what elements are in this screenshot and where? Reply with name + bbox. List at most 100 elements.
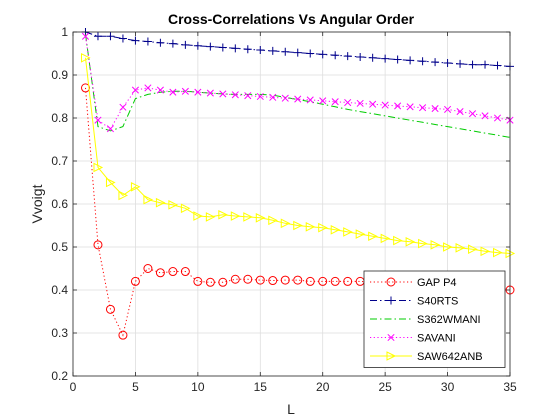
data-point (255, 275, 265, 285)
data-point (280, 218, 291, 229)
data-point (493, 114, 502, 122)
legend-entry: S40RTS (370, 296, 458, 308)
data-point (168, 267, 178, 277)
data-point (144, 84, 152, 92)
y-tick-label: 0.9 (51, 68, 68, 82)
data-point (468, 60, 477, 69)
data-point (380, 233, 391, 244)
series-group (80, 28, 516, 340)
data-point (180, 267, 190, 277)
data-point (419, 104, 427, 112)
data-point (381, 54, 390, 63)
data-point (468, 244, 478, 254)
data-point (194, 88, 202, 96)
data-point (119, 103, 127, 111)
data-point (180, 203, 191, 214)
data-point (243, 274, 253, 284)
data-point (430, 240, 441, 250)
x-tick-label: 20 (316, 380, 330, 394)
data-point (93, 240, 103, 250)
data-point (394, 102, 402, 110)
data-point (443, 58, 452, 67)
x-tick-label: 35 (503, 380, 517, 394)
data-point (118, 330, 128, 340)
legend-label: S362WMANI (417, 314, 481, 326)
data-point (293, 220, 303, 231)
data-point (281, 94, 289, 102)
data-point (481, 60, 490, 69)
data-point (418, 238, 428, 249)
data-point (80, 52, 91, 63)
data-point (281, 47, 290, 56)
data-point (118, 34, 127, 43)
data-point (306, 49, 315, 58)
data-point (330, 276, 340, 286)
data-point (318, 50, 327, 59)
data-point (168, 200, 179, 210)
data-point (293, 275, 303, 285)
data-point (456, 59, 465, 68)
data-point (256, 46, 265, 55)
data-point (269, 93, 277, 101)
data-point (243, 45, 252, 54)
data-point (456, 107, 464, 116)
data-point (130, 181, 141, 192)
data-point (381, 101, 389, 109)
chart-title: Cross-Correlations Vs Angular Order (168, 11, 415, 27)
legend-entry: GAP P4 (370, 277, 457, 289)
data-point (356, 99, 364, 107)
data-point (480, 246, 491, 257)
data-point (343, 227, 353, 237)
data-point (130, 276, 140, 286)
data-point (243, 212, 253, 222)
legend: GAP P4 S40RTS S362WMANI SAVANI SAW642ANB (363, 270, 506, 368)
y-tick-label: 0.3 (51, 326, 68, 340)
data-point (318, 222, 328, 233)
x-tick-label: 0 (70, 380, 77, 394)
x-tick-label: 5 (132, 380, 139, 394)
data-point (219, 90, 227, 98)
data-point (355, 229, 366, 239)
data-point (393, 55, 402, 64)
legend-marker (386, 351, 397, 361)
data-point (406, 103, 414, 111)
data-point (356, 52, 365, 61)
data-point (106, 32, 115, 41)
legend-label: S40RTS (417, 296, 458, 308)
data-point (255, 212, 266, 223)
data-point (181, 87, 189, 95)
data-point (143, 194, 154, 205)
data-point (81, 32, 90, 40)
data-point (256, 92, 264, 101)
data-point (368, 53, 377, 62)
data-point (268, 276, 278, 286)
data-point (155, 268, 165, 278)
data-point (193, 211, 203, 221)
data-point (168, 39, 177, 48)
data-point (406, 56, 415, 65)
data-point (156, 86, 164, 94)
data-point (305, 221, 316, 232)
data-point (493, 247, 503, 258)
data-point (293, 48, 302, 57)
data-point (205, 277, 215, 287)
data-point (306, 96, 314, 104)
data-point (105, 177, 116, 188)
series-3 (81, 32, 514, 133)
y-tick-label: 0.5 (51, 240, 68, 254)
data-point (205, 212, 216, 222)
y-axis-label: Vvoigt (29, 184, 45, 223)
legend-label: GAP P4 (417, 277, 457, 289)
y-tick-label: 1 (61, 25, 68, 39)
data-point (481, 112, 489, 120)
data-point (181, 40, 190, 49)
data-point (231, 44, 240, 53)
x-tick-label: 25 (378, 380, 392, 394)
data-point (343, 52, 352, 61)
data-point (218, 43, 227, 52)
x-axis-label: L (287, 401, 295, 417)
data-point (431, 58, 440, 67)
data-point (319, 97, 327, 105)
data-point (193, 276, 203, 286)
